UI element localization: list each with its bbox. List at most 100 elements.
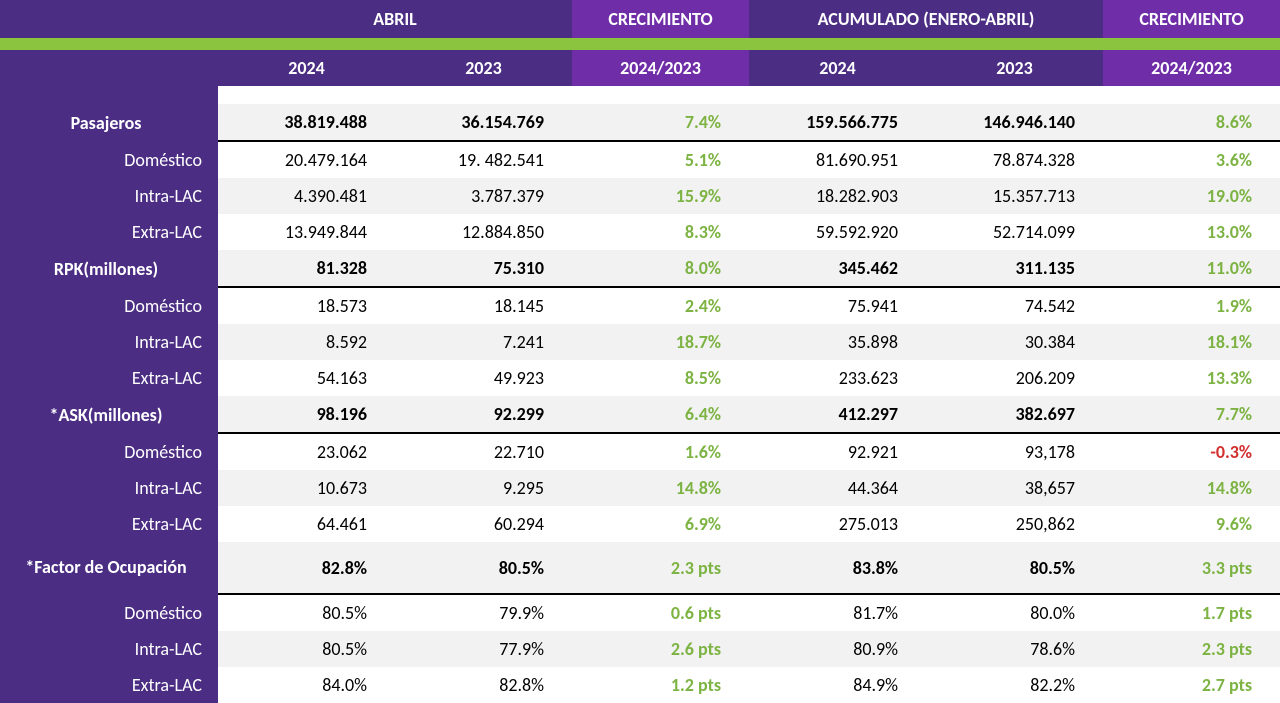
- cell-month-2023: 36.154.769: [395, 104, 572, 141]
- cell-month-2023: 49.923: [395, 360, 572, 396]
- cell-growth-month: 5.1%: [572, 141, 749, 178]
- cell-growth-accum: 7.7%: [1103, 396, 1280, 433]
- cell-accum-2024: 75.941: [749, 287, 926, 324]
- cell-accum-2023: 78.6%: [926, 631, 1103, 667]
- cell-month-2023: 82.8%: [395, 667, 572, 703]
- section-label: *ASK(millones): [0, 396, 218, 433]
- section-label: RPK(millones): [0, 250, 218, 287]
- cell-accum-2023: 52.714.099: [926, 214, 1103, 250]
- table-row: Extra-LAC64.46160.2946.9%275.013250,8629…: [0, 506, 1280, 542]
- cell-growth-month: 6.9%: [572, 506, 749, 542]
- group-header-row: ABRIL CRECIMIENTO ACUMULADO (ENERO-ABRIL…: [0, 0, 1280, 38]
- cell-accum-2024: 345.462: [749, 250, 926, 287]
- cell-growth-month: 7.4%: [572, 104, 749, 141]
- cell-month-2024: 80.5%: [218, 631, 395, 667]
- cell-growth-month: 8.0%: [572, 250, 749, 287]
- cell-growth-accum: 19.0%: [1103, 178, 1280, 214]
- group-header-month: ABRIL: [218, 0, 572, 38]
- section-label: *Factor de Ocupación: [0, 542, 218, 594]
- cell-accum-2023: 206.209: [926, 360, 1103, 396]
- row-label: Doméstico: [0, 141, 218, 178]
- cell-accum-2023: 250,862: [926, 506, 1103, 542]
- cell-month-2023: 75.310: [395, 250, 572, 287]
- section-label: Pasajeros: [0, 104, 218, 141]
- table-row: Extra-LAC13.949.84412.884.8508.3%59.592.…: [0, 214, 1280, 250]
- row-label: Doméstico: [0, 433, 218, 470]
- cell-accum-2024: 275.013: [749, 506, 926, 542]
- table-row: Doméstico18.57318.1452.4%75.94174.5421.9…: [0, 287, 1280, 324]
- table-row: Doméstico20.479.16419. 482.5415.1%81.690…: [0, 141, 1280, 178]
- cell-accum-2024: 92.921: [749, 433, 926, 470]
- cell-growth-accum: 13.3%: [1103, 360, 1280, 396]
- cell-growth-month: 0.6 pts: [572, 594, 749, 631]
- row-label: Intra-LAC: [0, 470, 218, 506]
- cell-month-2024: 10.673: [218, 470, 395, 506]
- cell-month-2024: 38.819.488: [218, 104, 395, 141]
- cell-month-2023: 18.145: [395, 287, 572, 324]
- table-row: *Factor de Ocupación82.8%80.5%2.3 pts83.…: [0, 542, 1280, 594]
- row-label: Intra-LAC: [0, 631, 218, 667]
- cell-accum-2023: 15.357.713: [926, 178, 1103, 214]
- cell-accum-2023: 38,657: [926, 470, 1103, 506]
- cell-month-2023: 7.241: [395, 324, 572, 360]
- cell-growth-accum: 2.3 pts: [1103, 631, 1280, 667]
- table-row: Intra-LAC10.6739.29514.8%44.36438,65714.…: [0, 470, 1280, 506]
- cell-growth-month: 2.6 pts: [572, 631, 749, 667]
- cell-accum-2023: 78.874.328: [926, 141, 1103, 178]
- table-row: Extra-LAC54.16349.9238.5%233.623206.2091…: [0, 360, 1280, 396]
- year-header-m24: 2024: [218, 50, 395, 86]
- table-row: Intra-LAC8.5927.24118.7%35.89830.38418.1…: [0, 324, 1280, 360]
- year-header-a23: 2023: [926, 50, 1103, 86]
- cell-accum-2024: 81.690.951: [749, 141, 926, 178]
- cell-accum-2024: 233.623: [749, 360, 926, 396]
- cell-month-2023: 12.884.850: [395, 214, 572, 250]
- table-row: RPK(millones)81.32875.3108.0%345.462311.…: [0, 250, 1280, 287]
- cell-month-2023: 80.5%: [395, 542, 572, 594]
- cell-accum-2024: 83.8%: [749, 542, 926, 594]
- cell-month-2023: 77.9%: [395, 631, 572, 667]
- cell-month-2024: 23.062: [218, 433, 395, 470]
- cell-month-2023: 9.295: [395, 470, 572, 506]
- cell-growth-month: 15.9%: [572, 178, 749, 214]
- cell-accum-2024: 84.9%: [749, 667, 926, 703]
- cell-month-2024: 82.8%: [218, 542, 395, 594]
- group-header-growth1: CRECIMIENTO: [572, 0, 749, 38]
- year-header-a24: 2024: [749, 50, 926, 86]
- table-row: Doméstico80.5%79.9%0.6 pts81.7%80.0%1.7 …: [0, 594, 1280, 631]
- cell-month-2024: 20.479.164: [218, 141, 395, 178]
- table-body: Pasajeros38.819.48836.154.7697.4%159.566…: [0, 104, 1280, 703]
- cell-growth-month: 6.4%: [572, 396, 749, 433]
- cell-month-2024: 84.0%: [218, 667, 395, 703]
- table-row: Doméstico23.06222.7101.6%92.92193,178-0.…: [0, 433, 1280, 470]
- cell-accum-2023: 311.135: [926, 250, 1103, 287]
- cell-month-2024: 13.949.844: [218, 214, 395, 250]
- row-label: Extra-LAC: [0, 667, 218, 703]
- cell-growth-accum: 1.7 pts: [1103, 594, 1280, 631]
- cell-accum-2024: 44.364: [749, 470, 926, 506]
- row-label: Extra-LAC: [0, 214, 218, 250]
- year-header-blank: [0, 50, 218, 86]
- row-label: Extra-LAC: [0, 360, 218, 396]
- row-label: Intra-LAC: [0, 178, 218, 214]
- table-row: Intra-LAC4.390.4813.787.37915.9%18.282.9…: [0, 178, 1280, 214]
- row-label: Extra-LAC: [0, 506, 218, 542]
- blank-row: [0, 86, 1280, 104]
- cell-growth-month: 18.7%: [572, 324, 749, 360]
- cell-accum-2024: 159.566.775: [749, 104, 926, 141]
- year-header-row: 2024 2023 2024/2023 2024 2023 2024/2023: [0, 50, 1280, 86]
- cell-month-2023: 3.787.379: [395, 178, 572, 214]
- cell-accum-2024: 81.7%: [749, 594, 926, 631]
- table-row: Extra-LAC84.0%82.8%1.2 pts84.9%82.2%2.7 …: [0, 667, 1280, 703]
- cell-accum-2023: 80.0%: [926, 594, 1103, 631]
- group-header-accum: ACUMULADO (ENERO-ABRIL): [749, 0, 1103, 38]
- group-header-blank: [0, 0, 218, 38]
- table-row: *ASK(millones)98.19692.2996.4%412.297382…: [0, 396, 1280, 433]
- cell-growth-accum: 13.0%: [1103, 214, 1280, 250]
- cell-month-2023: 22.710: [395, 433, 572, 470]
- cell-month-2024: 80.5%: [218, 594, 395, 631]
- cell-month-2024: 8.592: [218, 324, 395, 360]
- cell-growth-accum: 1.9%: [1103, 287, 1280, 324]
- cell-accum-2023: 30.384: [926, 324, 1103, 360]
- cell-growth-month: 1.6%: [572, 433, 749, 470]
- cell-month-2024: 64.461: [218, 506, 395, 542]
